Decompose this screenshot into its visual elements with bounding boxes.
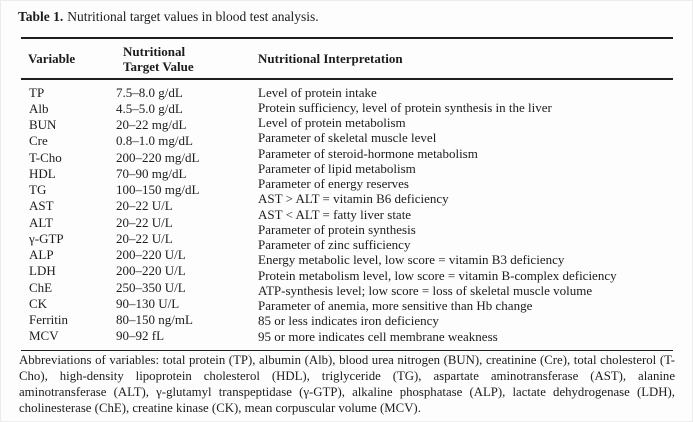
target-value-cell: 250–350 U/L [116,279,186,295]
variable-cell: Ferritin [29,312,68,328]
interpretation-line: 85 or less indicates iron deficiency [258,313,439,329]
interpretation-line: Level of protein metabolism [258,115,406,130]
target-value-cell: 200–220 U/L [116,247,186,263]
target-value-cell: 20–22 U/L [116,214,173,230]
table-row: CK 90–130 U/L [21,296,258,311]
table-row: Ferritin 80–150 ng/mL [21,312,258,327]
target-value-cell: 90–130 U/L [116,295,180,311]
interpretation-line: ATP-synthesis level; low score = loss of… [258,282,593,298]
table-row: ALT 20–22 U/L [21,215,258,230]
interpretation-line: 95 or more indicates cell membrane weakn… [258,328,498,344]
variable-cell: Cre [29,133,48,149]
variable-cell: TG [29,182,47,198]
variable-cell: CK [29,295,48,311]
table-row: AST 20–22 U/L [21,198,258,213]
interpretation-line: Parameter of skeletal muscle level [258,130,437,146]
column-header-variable: Variable [28,51,76,66]
interpretation-line: Parameter of anemia, more sensitive than… [258,298,533,313]
table-row: ALP 200–220 U/L [21,247,258,262]
column-header-target-label: Nutritional Target Value [123,43,194,74]
table-row: ChE 250–350 U/L [21,280,258,295]
interpretation-line: Level of protein intake [258,84,377,100]
variable-cell: TP [29,84,45,100]
table-row: T-Cho 200–220 mg/dL [21,150,258,165]
variable-cell: HDL [29,165,56,181]
target-value-cell: 200–220 mg/dL [116,149,200,165]
target-value-cell: 0.8–1.0 mg/dL [116,133,193,149]
variable-cell: Alb [29,100,49,116]
target-value-cell: 20–22 U/L [116,230,173,246]
target-value-cell: 7.5–8.0 g/dL [116,84,183,100]
interpretation-line: Parameter of lipid metabolism [258,160,416,176]
variable-cell: BUN [29,117,57,133]
table-row: Cre 0.8–1.0 mg/dL [21,133,258,148]
target-value-cell: 70–90 mg/dL [116,165,187,181]
interpretation-line: Parameter of steroid-hormone metabolism [258,145,478,161]
target-value-cell: 4.5–5.0 g/dL [116,100,183,116]
target-value-cell: 80–150 ng/mL [116,312,193,328]
variable-cell: γ-GTP [29,230,64,246]
table-row: HDL 70–90 mg/dL [21,166,258,181]
variable-cell: LDH [29,263,56,279]
table-caption-text: Nutritional target values in blood test … [67,9,319,24]
table-caption: Table 1. Nutritional target values in blo… [18,9,319,25]
interpretation-line: Parameter of protein synthesis [258,221,416,237]
table-header-row: Variable Nutritional Target Value Nutrit… [21,39,673,78]
table-body: TP 7.5–8.0 g/dL Alb 4.5–5.0 g/dL BUN 20–… [21,80,673,350]
interpretation-line: Protein metabolism level, low score = vi… [258,267,617,283]
interpretation-line: Parameter of energy reserves [258,176,409,191]
table-footnote: Abbreviations of variables: total protei… [19,353,675,415]
table-row: Alb 4.5–5.0 g/dL [21,101,258,116]
table-header-rule [21,78,673,80]
column-header-interpretation: Nutritional Interpretation [258,51,403,66]
nutrition-table: Variable Nutritional Target Value Nutrit… [21,37,673,351]
variable-cell: ALT [29,214,54,230]
variable-cell: AST [29,198,54,214]
table-caption-label: Table 1. [18,9,64,24]
interpretation-line: Energy metabolic level, low score = vita… [258,252,565,268]
table-row: TP 7.5–8.0 g/dL [21,85,258,100]
variable-target-column: TP 7.5–8.0 g/dL Alb 4.5–5.0 g/dL BUN 20–… [21,85,258,344]
table-row: TG 100–150 mg/dL [21,182,258,197]
table-top-rule [21,37,673,39]
variable-cell: T-Cho [29,149,62,165]
target-value-cell: 200–220 U/L [116,263,186,279]
table-bottom-rule [21,349,673,351]
target-value-cell: 20–22 U/L [116,198,173,214]
target-value-cell: 100–150 mg/dL [116,182,200,198]
variable-cell: ALP [29,247,54,263]
table-row: BUN 20–22 mg/dL [21,117,258,132]
table-row: LDH 200–220 U/L [21,263,258,278]
column-header-target: Nutritional Target Value [123,44,258,74]
variable-cell: ChE [29,279,53,295]
variable-cell: MCV [29,328,59,344]
target-value-cell: 90–92 fL [116,328,165,344]
interpretation-line: AST < ALT = fatty liver state [258,206,412,222]
interpretation-line: Protein sufficiency, level of protein sy… [258,99,552,115]
table-row: γ-GTP 20–22 U/L [21,231,258,246]
table-row: MCV 90–92 fL [21,328,258,343]
interpretation-line: AST > ALT = vitamin B6 deficiency [258,191,449,207]
interpretation-line: Parameter of zinc sufficiency [258,237,411,252]
target-value-cell: 20–22 mg/dL [116,117,187,133]
interpretation-column: Level of protein intake Protein sufficie… [258,85,673,344]
